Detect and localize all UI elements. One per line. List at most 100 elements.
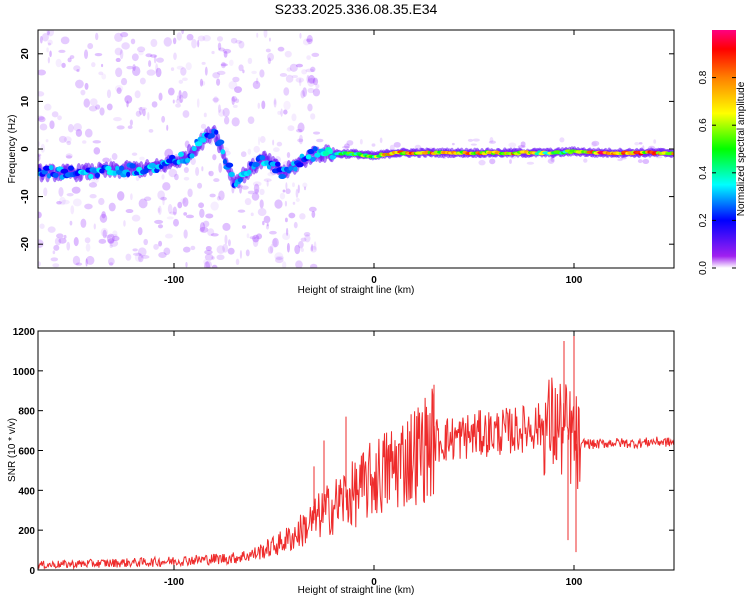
noise-blob — [265, 224, 270, 230]
noise-blob — [306, 75, 310, 84]
x-tick-label: -100 — [164, 275, 184, 286]
noise-blob — [138, 198, 148, 209]
noise-blob — [113, 116, 122, 122]
noise-blob — [111, 235, 120, 242]
noise-blob — [255, 77, 259, 85]
noise-blob — [204, 66, 208, 76]
noise-blob — [247, 116, 255, 125]
noise-blob — [282, 189, 286, 193]
y-tick-label: 200 — [18, 526, 35, 537]
noise-blob — [178, 79, 184, 84]
noise-blob — [196, 98, 200, 108]
noise-blob — [89, 193, 97, 199]
noise-blob — [58, 49, 66, 53]
noise-blob — [173, 52, 177, 61]
noise-blob — [59, 196, 66, 206]
noise-blob — [172, 37, 177, 45]
noise-blob — [268, 37, 271, 42]
ridge-cell — [307, 148, 315, 155]
noise-blob — [121, 42, 130, 50]
noise-blob — [312, 88, 321, 97]
noise-blob — [291, 74, 299, 79]
y-tick-label: 1000 — [13, 367, 36, 378]
noise-blob — [257, 208, 267, 216]
ridge-cell — [237, 177, 243, 183]
ridge-cell — [264, 160, 270, 166]
noise-blob — [134, 252, 143, 263]
noise-blob — [105, 234, 112, 238]
noise-blob — [161, 174, 165, 180]
ridge-cell — [48, 164, 54, 171]
noise-blob — [112, 230, 118, 237]
noise-blob — [58, 237, 67, 244]
y-tick-label: 400 — [18, 486, 35, 497]
noise-blob — [134, 90, 141, 99]
noise-blob — [163, 247, 171, 256]
noise-blob — [231, 117, 240, 127]
noise-blob — [176, 95, 179, 101]
noise-blob — [185, 214, 195, 219]
noise-blob — [284, 200, 288, 207]
noise-blob — [293, 221, 298, 229]
noise-blob — [89, 98, 98, 106]
noise-blob — [130, 38, 136, 45]
noise-blob — [306, 55, 311, 60]
noise-blob — [254, 188, 259, 195]
noise-blob — [138, 50, 144, 56]
noise-blob — [84, 128, 93, 138]
ridge-cell — [222, 159, 228, 165]
noise-blob — [253, 145, 260, 153]
noise-blob — [108, 202, 116, 212]
noise-blob — [213, 178, 220, 183]
noise-blob — [342, 145, 350, 149]
noise-blob — [547, 158, 555, 164]
noise-blob — [155, 63, 159, 73]
noise-blob — [45, 139, 49, 143]
noise-blob — [66, 241, 71, 251]
noise-blob — [166, 124, 169, 131]
noise-blob — [265, 48, 271, 53]
noise-blob — [634, 141, 640, 146]
noise-blob — [222, 48, 232, 54]
noise-blob — [88, 105, 98, 112]
noise-blob — [274, 199, 283, 209]
noise-blob — [259, 69, 265, 78]
noise-blob — [127, 125, 133, 130]
noise-blob — [38, 91, 45, 97]
noise-blob — [263, 178, 272, 182]
noise-blob — [249, 236, 257, 240]
noise-blob — [283, 109, 288, 115]
noise-blob — [239, 185, 242, 194]
noise-blob — [638, 142, 643, 145]
noise-blob — [304, 234, 311, 243]
snr-series-line — [38, 377, 674, 570]
noise-blob — [160, 196, 167, 201]
colorbar-tick-label: 0.0 — [698, 261, 709, 275]
noise-blob — [478, 159, 486, 166]
noise-blob — [218, 109, 225, 117]
noise-blob — [289, 63, 298, 72]
noise-blob — [201, 61, 206, 65]
noise-blob — [179, 94, 184, 103]
noise-blob — [40, 143, 45, 153]
noise-blob — [199, 222, 206, 233]
noise-blob — [162, 182, 171, 191]
ridge-cell — [119, 165, 125, 171]
ridge-cell — [328, 148, 333, 155]
noise-blob — [47, 42, 51, 46]
noise-blob — [53, 244, 60, 251]
noise-blob — [211, 50, 215, 55]
noise-blob — [83, 98, 91, 108]
noise-blob — [197, 182, 203, 189]
noise-blob — [157, 190, 165, 200]
noise-blob — [591, 140, 600, 147]
noise-blob — [170, 67, 175, 72]
noise-blob — [71, 186, 81, 194]
noise-blob — [169, 211, 177, 215]
noise-blob — [180, 198, 186, 204]
noise-blob — [130, 193, 133, 201]
noise-blob — [263, 30, 268, 38]
noise-blob — [297, 122, 305, 133]
noise-blob — [111, 153, 118, 161]
